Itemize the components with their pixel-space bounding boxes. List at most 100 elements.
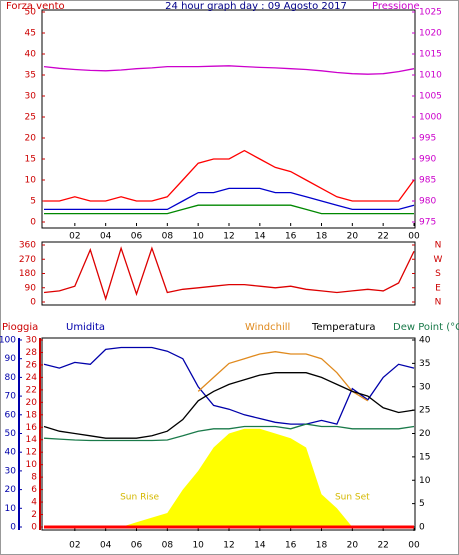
y-tick-label: 80 xyxy=(5,373,17,383)
y-tick-label: 5 xyxy=(30,197,36,207)
y-tick-label: W xyxy=(434,255,443,265)
y-tick-label: 45 xyxy=(25,29,36,39)
y-tick-label: 70 xyxy=(5,392,17,402)
y-tick-label: 10 xyxy=(5,504,17,514)
line xyxy=(44,187,415,211)
x-tick-label: 14 xyxy=(254,232,266,242)
y-tick-label: 1020 xyxy=(419,29,442,39)
panel-frame xyxy=(41,9,416,229)
y-tick-label: 12 xyxy=(26,448,37,458)
y-tick-label: 2 xyxy=(31,510,37,520)
y-tick-label: 90 xyxy=(5,354,17,364)
x-tick-label: 06 xyxy=(131,541,143,551)
y-tick-label: 40 xyxy=(25,50,37,60)
y-tick-label: 5 xyxy=(419,499,425,509)
x-tick-label: 18 xyxy=(316,232,328,242)
x-tick-label: 00 xyxy=(408,232,420,242)
series-label: Umidita xyxy=(66,322,105,333)
y-tick-label: 990 xyxy=(419,155,436,165)
y-tick-label: 1005 xyxy=(419,92,442,102)
x-tick-label: 00 xyxy=(408,541,420,551)
x-tick-label: 04 xyxy=(100,232,112,242)
line xyxy=(43,346,415,425)
y-tick-label: 1010 xyxy=(419,71,442,81)
x-tick-label: 06 xyxy=(131,232,143,242)
x-tick-label: 20 xyxy=(347,541,359,551)
y-tick-label: 25 xyxy=(419,406,430,416)
y-tick-label: 4 xyxy=(31,498,37,508)
y-tick-label: 25 xyxy=(25,113,36,123)
chart-title: 24 hour graph day : 09 Agosto 2017 xyxy=(165,1,347,12)
x-tick-label: 04 xyxy=(100,541,112,551)
y-tick-label: 1000 xyxy=(419,113,442,123)
y-tick-label: 1015 xyxy=(419,50,442,60)
series-label: Temperatura xyxy=(311,322,376,333)
y-tick-label: 30 xyxy=(26,336,38,346)
y-tick-label: 0 xyxy=(419,523,425,533)
y-tick-label: 18 xyxy=(26,410,38,420)
x-tick-label: 08 xyxy=(162,232,174,242)
y-tick-label: 50 xyxy=(5,429,17,439)
y-tick-label: 20 xyxy=(419,429,431,439)
x-tick-label: 12 xyxy=(223,232,234,242)
y-tick-label: S xyxy=(435,269,441,279)
y-tick-label: 24 xyxy=(26,373,38,383)
x-tick-label: 10 xyxy=(192,541,204,551)
y-tick-label: 16 xyxy=(26,423,38,433)
y-tick-label: 26 xyxy=(26,360,38,370)
y-tick-label: 14 xyxy=(26,435,38,445)
y-tick-label: 10 xyxy=(25,176,37,186)
y-tick-label: 975 xyxy=(419,218,436,228)
y-tick-label: 995 xyxy=(419,134,436,144)
x-tick-label: 02 xyxy=(69,541,80,551)
x-tick-label: 22 xyxy=(377,541,388,551)
x-tick-label: 16 xyxy=(285,541,297,551)
y-tick-label: 30 xyxy=(25,92,37,102)
x-tick-label: 16 xyxy=(285,232,297,242)
line xyxy=(43,65,415,75)
x-tick-label: 18 xyxy=(316,541,328,551)
y-tick-label: 90 xyxy=(25,283,37,293)
y-tick-label: 0 xyxy=(30,298,36,308)
y-tick-label: 35 xyxy=(25,71,36,81)
x-tick-label: 10 xyxy=(192,232,204,242)
y-tick-label: 0 xyxy=(31,523,37,533)
y-tick-label: 0 xyxy=(10,523,16,533)
line xyxy=(43,423,415,442)
y-tick-label: 6 xyxy=(31,485,37,495)
y-tick-label: 40 xyxy=(419,336,431,346)
line xyxy=(197,351,369,402)
y-tick-label: 980 xyxy=(419,197,436,207)
y-tick-label: 360 xyxy=(19,241,36,251)
y-tick-label: N xyxy=(435,298,442,308)
line xyxy=(43,372,415,439)
y-tick-label: 30 xyxy=(419,382,431,392)
y-tick-label: 270 xyxy=(19,255,36,265)
y-tick-label: 15 xyxy=(419,452,430,462)
line xyxy=(44,149,415,202)
y-tick-label: 40 xyxy=(5,448,17,458)
x-tick-label: 22 xyxy=(377,232,388,242)
series-label: Windchill xyxy=(245,322,290,333)
x-tick-label: 20 xyxy=(347,232,359,242)
y-tick-label: 1025 xyxy=(419,8,442,18)
y-tick-label: 20 xyxy=(26,398,38,408)
y-tick-label: 30 xyxy=(5,466,17,476)
series-label: Pioggia xyxy=(2,322,38,333)
y-tick-label: 0 xyxy=(30,218,36,228)
y-tick-label: 985 xyxy=(419,176,436,186)
series-label: Forza vento xyxy=(6,1,65,12)
y-tick-label: 15 xyxy=(25,155,36,165)
series-label: Pressione xyxy=(372,1,420,12)
annotation: Sun Set xyxy=(335,493,370,503)
y-tick-label: 50 xyxy=(25,8,37,18)
y-tick-label: 20 xyxy=(5,485,17,495)
y-tick-label: N xyxy=(435,241,442,251)
x-tick-label: 02 xyxy=(69,232,80,242)
y-tick-label: 60 xyxy=(5,410,17,420)
x-tick-label: 12 xyxy=(223,541,234,551)
y-tick-label: 180 xyxy=(19,269,36,279)
line xyxy=(43,246,415,301)
annotation: Sun Rise xyxy=(120,493,159,503)
